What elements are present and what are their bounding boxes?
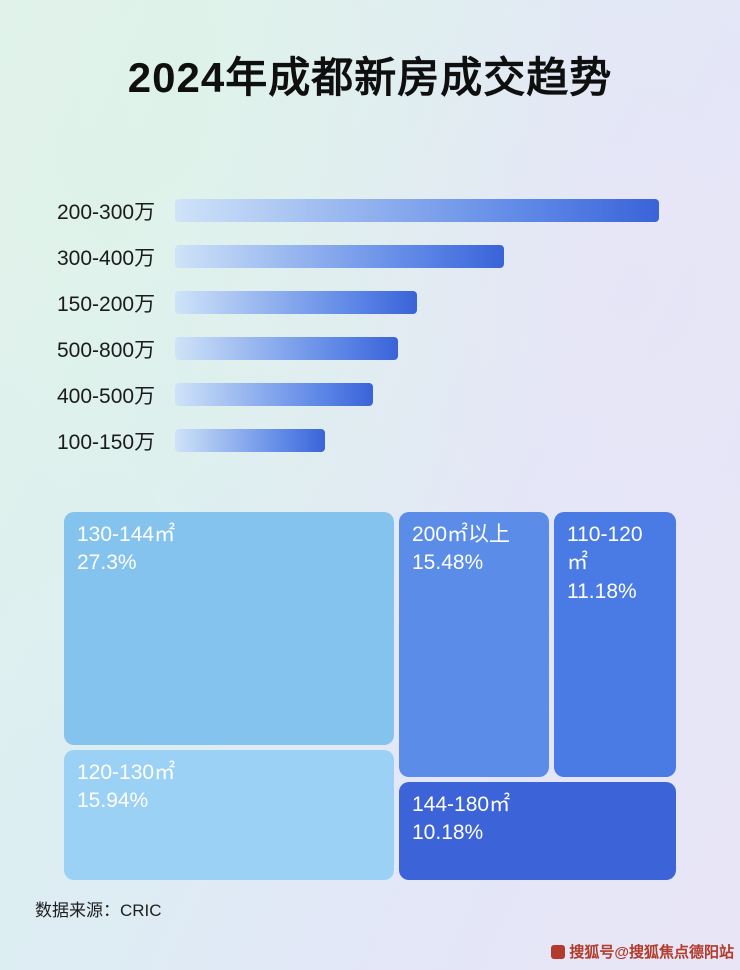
treemap-block-label: 110-120㎡ [567, 523, 643, 575]
treemap-block-label: 130-144㎡ [77, 523, 176, 546]
treemap-block: 144-180㎡ 10.18% [399, 782, 676, 880]
treemap-block-value: 15.94% [77, 789, 149, 813]
bar-track [175, 199, 659, 222]
bar-fill [175, 199, 659, 222]
bar-label: 400-500万 [57, 384, 156, 408]
bar-label: 200-300万 [57, 200, 156, 224]
treemap-block-value: 15.48% [412, 551, 484, 575]
bar-row: 200-300万 [57, 199, 740, 224]
watermark-text: 搜狐号@搜狐焦点德阳站 [569, 944, 734, 961]
treemap-block-value: 11.18% [567, 579, 637, 603]
bar-track [175, 337, 659, 360]
bar-row: 100-150万 [57, 429, 740, 454]
treemap-block: 110-120㎡ 11.18% [554, 512, 676, 777]
bar-label: 500-800万 [57, 338, 156, 362]
bar-fill [175, 429, 326, 452]
bar-row: 500-800万 [57, 337, 740, 362]
treemap-block: 130-144㎡ 27.3% [64, 512, 394, 745]
bar-fill [175, 383, 374, 406]
treemap-block: 120-130㎡ 15.94% [64, 750, 394, 880]
data-source-note: 数据来源：CRIC [35, 901, 162, 920]
bar-label: 300-400万 [57, 246, 156, 270]
sohu-logo-icon [551, 944, 566, 959]
bar-row: 400-500万 [57, 383, 740, 408]
bar-fill [175, 337, 398, 360]
bar-track [175, 383, 659, 406]
bar-track [175, 245, 659, 268]
treemap-block-label: 144-180㎡ [412, 793, 511, 816]
bar-row: 300-400万 [57, 245, 740, 270]
bar-fill [175, 245, 505, 268]
area-share-treemap: 130-144㎡ 27.3% 200㎡以上 15.48% 110-120㎡ 11… [64, 512, 676, 880]
bar-label: 100-150万 [57, 430, 156, 454]
bar-row: 150-200万 [57, 291, 740, 316]
page-title: 2024年成都新房成交趋势 [127, 54, 613, 101]
bar-fill [175, 291, 417, 314]
treemap-block: 200㎡以上 15.48% [399, 512, 549, 777]
bar-label: 150-200万 [57, 292, 156, 316]
treemap-block-value: 10.18% [412, 821, 484, 845]
treemap-block-label: 120-130㎡ [77, 761, 176, 784]
bar-track [175, 429, 659, 452]
bar-track [175, 291, 659, 314]
watermark: 搜狐号@搜狐焦点德阳站 [551, 941, 734, 962]
treemap-block-value: 27.3% [77, 551, 137, 575]
price-band-bar-chart: 200-300万 300-400万 150-200万 500-800万 400- [0, 199, 740, 454]
treemap-block-label: 200㎡以上 [412, 523, 511, 546]
